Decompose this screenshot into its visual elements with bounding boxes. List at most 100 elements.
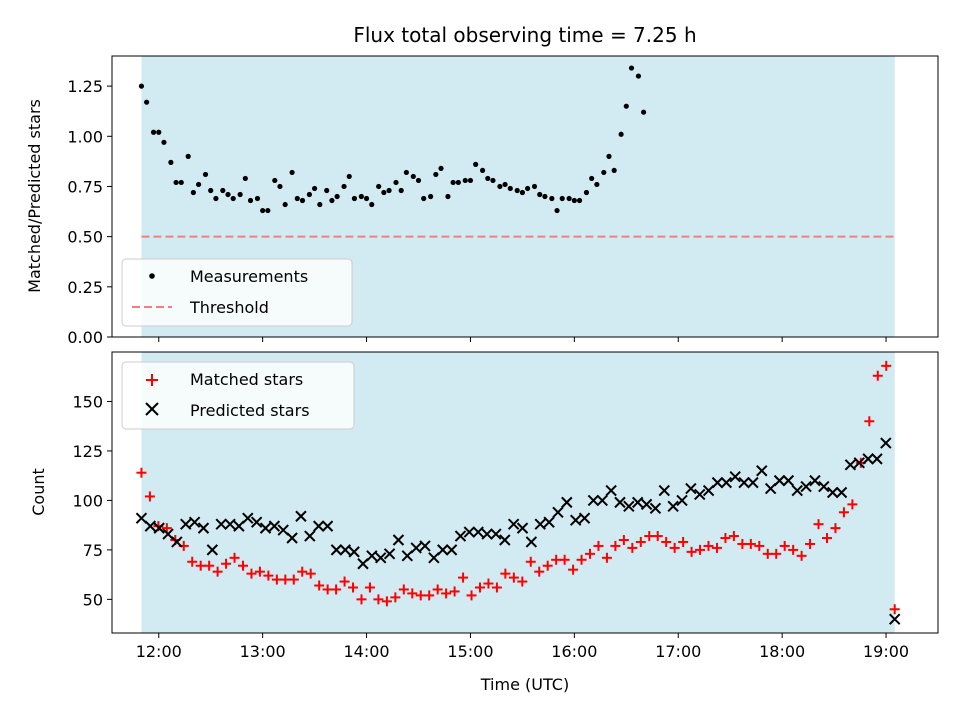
measurement-point (398, 187, 404, 194)
predicted-star-point (348, 546, 360, 558)
x-tick-label: 13:00 (240, 642, 286, 661)
matched-star-point (830, 523, 841, 534)
matched-star-point (593, 540, 604, 551)
measurement-point (294, 195, 300, 202)
matched-star-point (187, 556, 198, 567)
predicted-star-point (153, 522, 165, 534)
measurement-point (618, 131, 624, 137)
matched-star-point (458, 572, 469, 583)
measurement-point (208, 187, 214, 194)
x-axis-label: Time (UTC) (480, 675, 569, 694)
matched-star-point (246, 568, 257, 579)
predicted-star-point (658, 484, 671, 497)
measurement-point (363, 195, 370, 202)
ratio-y-tick-label: 0.25 (67, 278, 103, 297)
predicted-star-point (826, 486, 839, 499)
matched-star-point (525, 556, 536, 567)
count-y-tick-label: 100 (72, 491, 103, 510)
matched-star-point (695, 544, 706, 555)
predicted-star-point (188, 516, 201, 528)
predicted-star-point (215, 518, 227, 530)
measurement-point (519, 189, 526, 196)
count-panel: 50 75 100 125 150 12:00 13:00 14:00 15:00 16:00 17… (29, 351, 939, 694)
measurement-point (479, 167, 486, 174)
predicted-star-point (197, 522, 210, 534)
matched-star-point (339, 576, 350, 587)
matched-star-point (424, 590, 435, 601)
predicted-star-point (242, 512, 254, 524)
count-y-tick-label: 75 (83, 541, 103, 560)
measurement-point (358, 193, 364, 200)
measurement-point (341, 183, 347, 190)
ratio-y-tick-label: 0.00 (67, 328, 103, 347)
measurement-point (403, 169, 409, 176)
matched-star-point (305, 568, 316, 579)
measurement-point (306, 191, 313, 198)
measurement-point (601, 169, 607, 176)
measurement-point (312, 185, 318, 192)
matched-star-point (551, 554, 562, 565)
ratio-y-tick-label: 0.50 (67, 228, 103, 247)
predicted-star-point (162, 528, 174, 540)
legend-predicted-label: Predicted stars (190, 401, 310, 420)
count-plot-frame (111, 351, 939, 634)
predicted-star-point (809, 474, 821, 487)
predicted-star-point (171, 536, 183, 548)
matched-star-point (271, 574, 282, 585)
measurement-point (514, 187, 520, 194)
measurement-point (559, 195, 565, 202)
measurement-point (537, 191, 543, 198)
measurement-point (225, 191, 231, 198)
matched-star-point (466, 590, 477, 601)
predicted-star-point (889, 613, 901, 625)
predicted-star-point (853, 457, 865, 469)
matched-star-point (364, 582, 375, 593)
predicted-star-point (623, 500, 635, 513)
matched-star-point (754, 540, 765, 551)
predicted-star-point (756, 465, 768, 477)
predicted-star-point (614, 496, 626, 509)
measurement-point (415, 177, 422, 184)
predicted-star-point (773, 474, 786, 487)
predicted-star-point (569, 514, 582, 526)
predicted-star-point (259, 522, 272, 534)
x-tick-label: 17:00 (655, 642, 701, 661)
matched-star-point (661, 536, 672, 547)
predicted-star-point (525, 536, 538, 548)
matched-star-point (703, 540, 714, 551)
ratio-marks (138, 65, 895, 238)
matched-star-point (314, 580, 325, 591)
count-y-tick-label: 125 (72, 442, 103, 461)
predicted-star-point (144, 520, 157, 532)
matched-star-point (483, 578, 494, 589)
predicted-star-point (561, 496, 573, 509)
matched-star-point (238, 560, 249, 571)
measurement-point (502, 181, 508, 188)
matched-star-point (779, 540, 790, 551)
matched-star-point (390, 592, 401, 603)
x-tick-label: 16:00 (551, 642, 597, 661)
predicted-star-point (135, 512, 148, 524)
predicted-star-point (357, 558, 369, 570)
predicted-star-point (720, 476, 733, 489)
measurement-point (144, 99, 150, 105)
predicted-star-point (632, 496, 644, 509)
matched-star-point (711, 542, 722, 553)
matched-star-point (136, 467, 147, 478)
legend-matched-marker (146, 374, 158, 386)
matched-star-point (618, 534, 629, 545)
measurement-point (156, 129, 162, 135)
predicted-star-point (410, 542, 422, 554)
predicted-star-point (401, 550, 414, 562)
matched-star-point (686, 546, 697, 557)
matched-star-point (373, 594, 384, 605)
matched-star-point (635, 536, 646, 547)
predicted-star-point (543, 516, 555, 528)
matched-star-point (415, 590, 426, 601)
predicted-star-point (445, 544, 458, 556)
predicted-star-point (286, 532, 298, 544)
predicted-star-point (277, 524, 289, 536)
ratio-plot-frame (111, 55, 939, 338)
predicted-star-point (206, 544, 219, 556)
